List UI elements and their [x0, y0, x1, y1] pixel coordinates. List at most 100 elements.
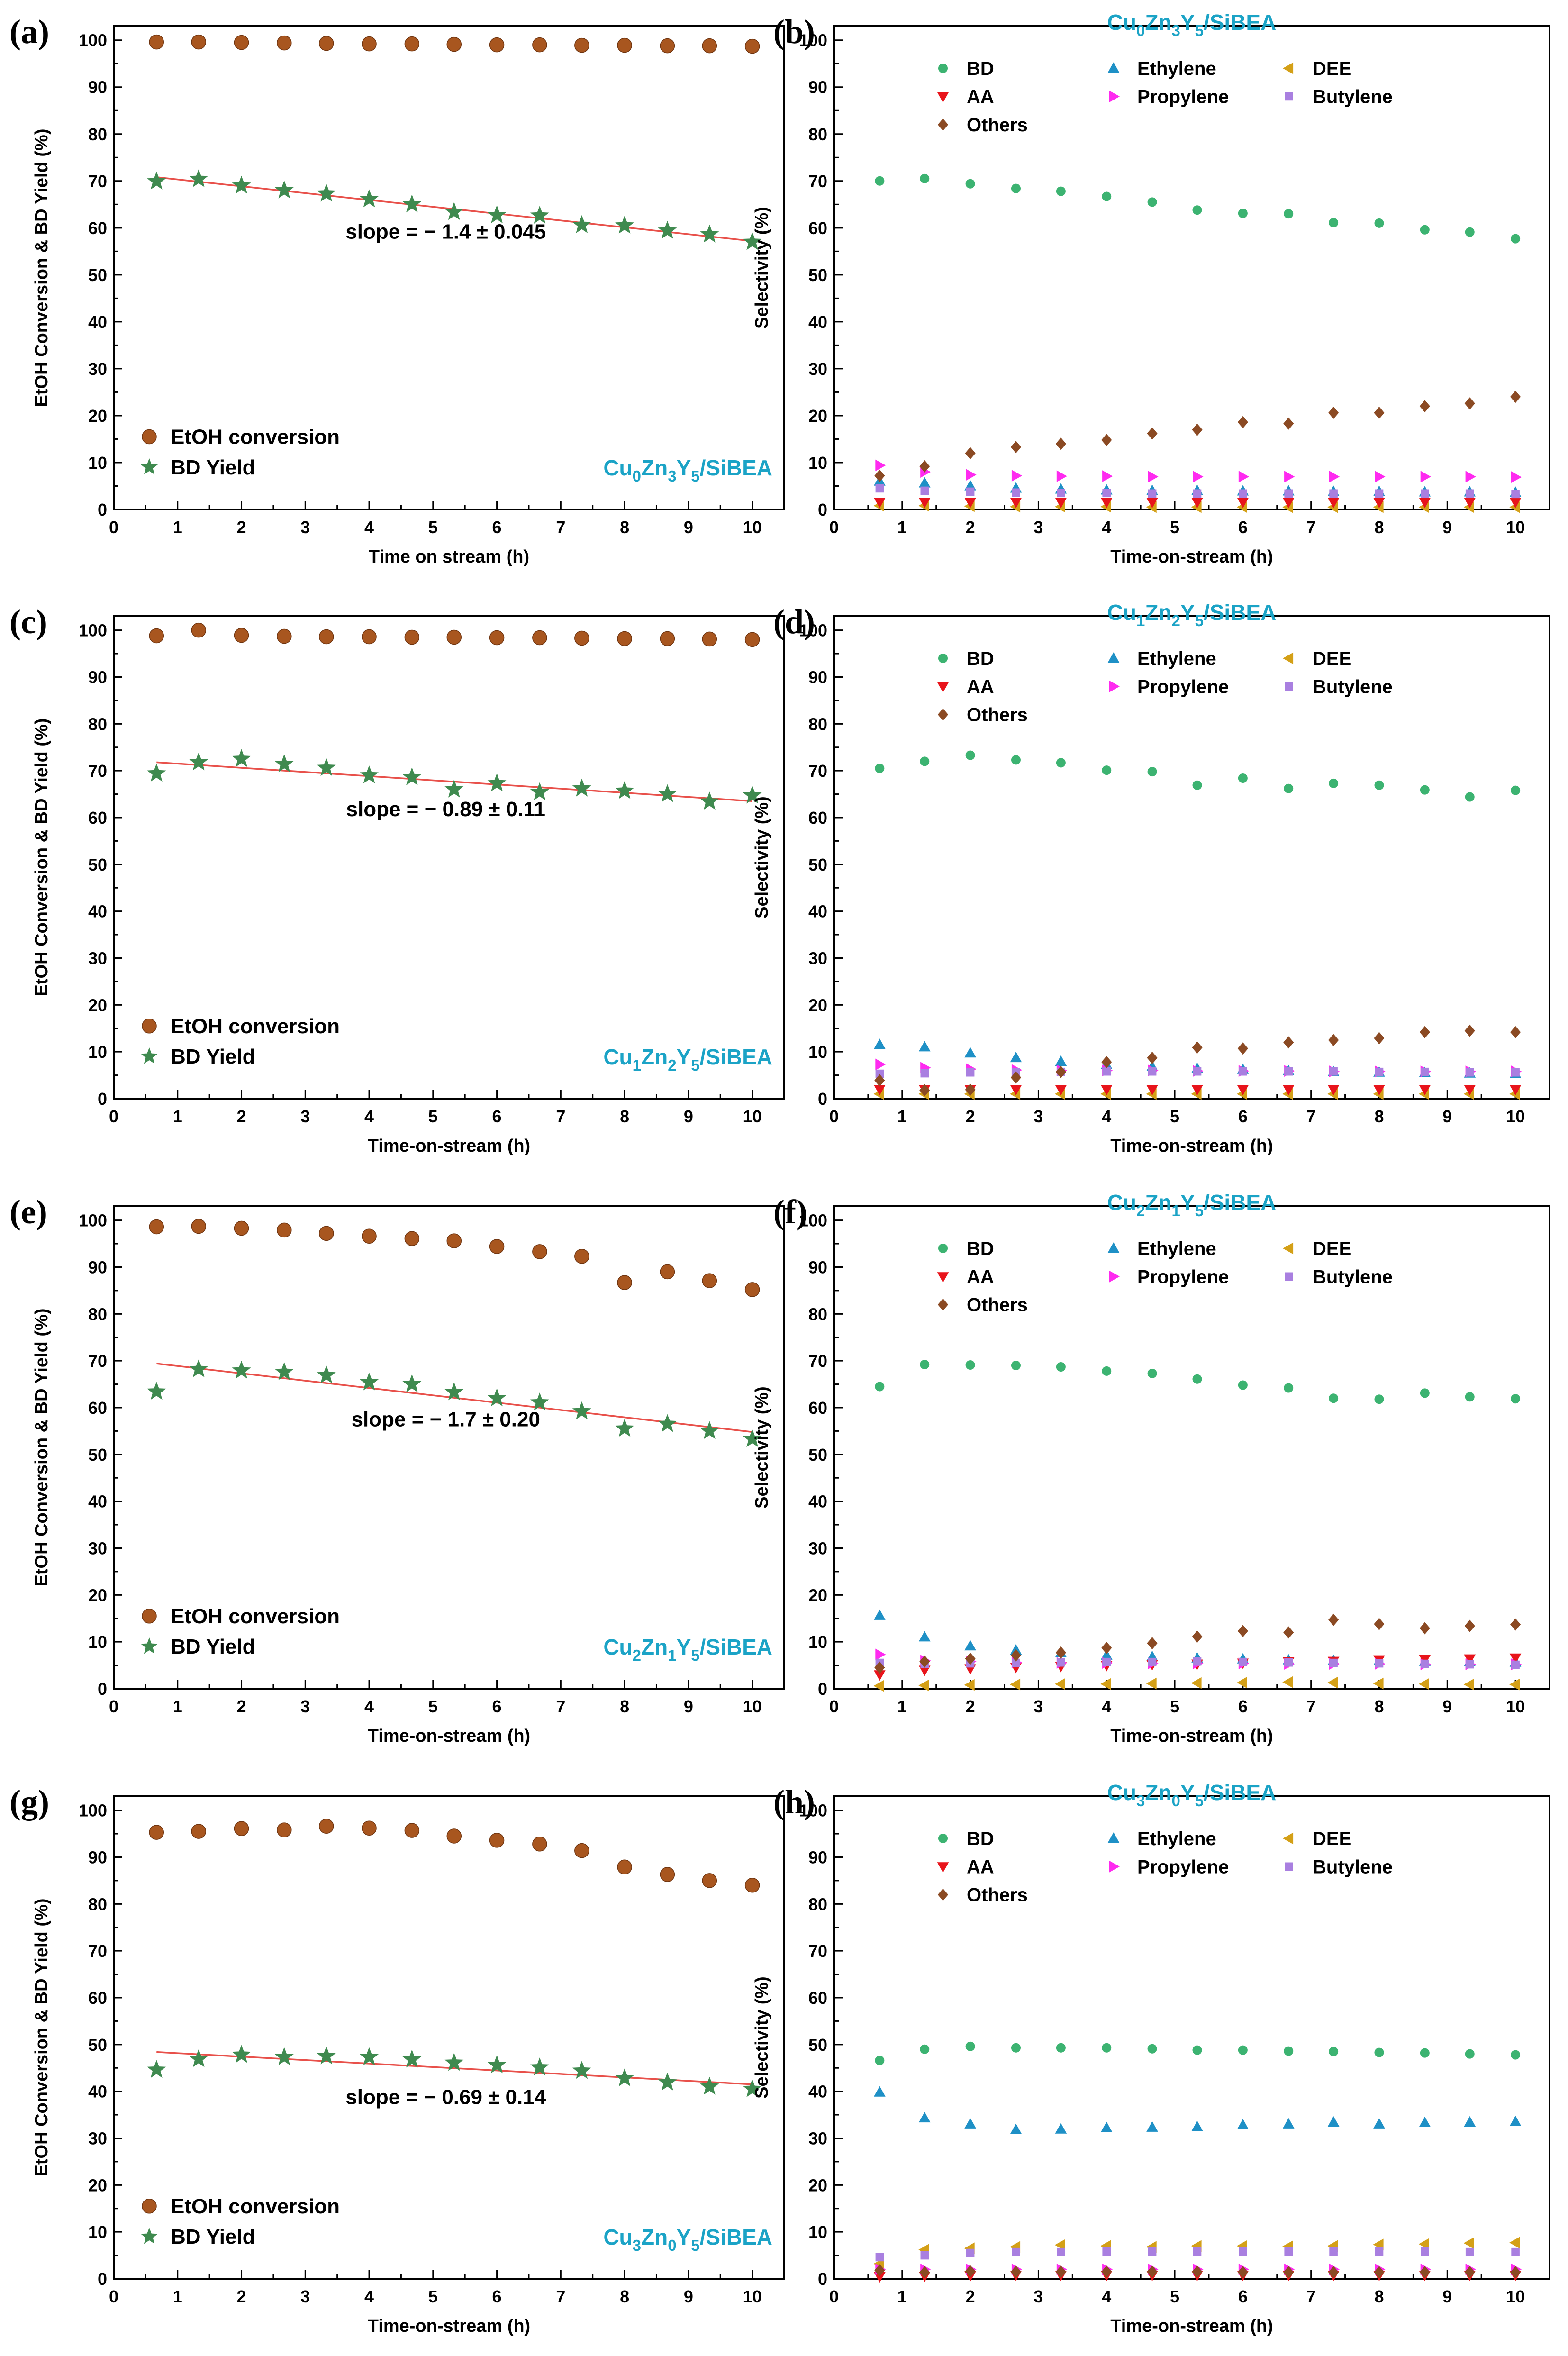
- data-point: [1056, 2043, 1066, 2053]
- data-point: [1012, 1658, 1020, 1667]
- data-point: [191, 1219, 206, 1234]
- data-point: [1465, 227, 1475, 237]
- data-point: [532, 37, 547, 53]
- data-point: [1147, 1368, 1157, 1378]
- data-point: [274, 180, 294, 199]
- series-etoh-conversion: [149, 622, 760, 647]
- data-point: [1193, 471, 1204, 482]
- data-point: [446, 1828, 462, 1844]
- label-part: Y: [677, 2225, 691, 2249]
- data-point: [530, 206, 549, 224]
- data-point: [617, 631, 632, 646]
- data-point: [1418, 1678, 1429, 1690]
- data-point: [965, 1652, 976, 1665]
- data-point: [1511, 1068, 1520, 1077]
- data-point: [874, 1085, 886, 1096]
- data-point: [1147, 2044, 1157, 2054]
- y-tick-label: 30: [88, 359, 107, 379]
- data-point: [1054, 1678, 1065, 1690]
- data-point: [402, 767, 422, 785]
- y-tick-label: 30: [808, 2129, 827, 2148]
- data-point: [444, 1382, 464, 1401]
- x-tick-label: 3: [1033, 1697, 1043, 1716]
- subscript: 3: [633, 2237, 641, 2254]
- legend-label: Ethylene: [1137, 1238, 1216, 1259]
- data-point: [1328, 1034, 1339, 1046]
- data-point: [1421, 1067, 1429, 1076]
- data-point: [1192, 1630, 1203, 1643]
- data-point: [147, 1382, 166, 1400]
- data-point: [964, 1640, 976, 1651]
- y-tick-label: 80: [88, 714, 107, 734]
- data-point: [1282, 498, 1295, 509]
- data-point: [1102, 1657, 1111, 1666]
- data-point: [744, 1878, 760, 1893]
- subscript: 0: [1136, 22, 1145, 39]
- legend-label: Ethylene: [1137, 58, 1216, 79]
- x-axis-label: Time-on-stream (h): [368, 1136, 530, 1156]
- panel-label: (e): [9, 1193, 47, 1231]
- x-tick-label: 5: [428, 518, 438, 537]
- data-point: [277, 35, 292, 51]
- y-tick-label: 100: [79, 1211, 107, 1230]
- x-tick-label: 5: [1170, 1697, 1179, 1716]
- y-tick-label: 30: [88, 1538, 107, 1558]
- data-point: [149, 628, 164, 644]
- label-part: Y: [677, 1045, 691, 1069]
- legend-marker-dee: [1283, 1242, 1294, 1255]
- x-tick-label: 6: [1238, 518, 1248, 537]
- data-point: [1057, 2247, 1065, 2256]
- y-tick-label: 50: [808, 265, 827, 285]
- data-point: [1328, 2266, 1339, 2279]
- data-point: [1329, 2047, 1339, 2056]
- data-point: [1328, 407, 1339, 419]
- series-butylene: [875, 2247, 1520, 2262]
- data-point: [1102, 1067, 1111, 1076]
- slope-annotation: slope = − 0.69 ± 0.14: [345, 2085, 546, 2109]
- data-point: [617, 37, 632, 53]
- data-point: [1010, 1071, 1021, 1084]
- legend-marker-others: [938, 708, 948, 721]
- panel-d: (d)0 1 2 3 4 5 6 7 8 9 100102030405060708090100Tim…: [752, 600, 1550, 1156]
- y-tick-label: 20: [808, 1585, 827, 1605]
- x-axis-label: Time-on-stream (h): [368, 1726, 530, 1746]
- label-part: /SiBEA: [700, 1045, 772, 1069]
- legend-marker-bd-yield: [140, 1047, 158, 1064]
- x-tick-label: 3: [1033, 1107, 1043, 1126]
- subscript: 1: [633, 1056, 641, 1074]
- data-point: [1147, 2265, 1158, 2278]
- label-part: Cu: [603, 1045, 632, 1069]
- data-point: [487, 1388, 507, 1407]
- data-point: [1373, 498, 1385, 509]
- data-point: [1237, 498, 1249, 509]
- data-point: [1509, 498, 1522, 509]
- legend-label: Propylene: [1137, 1856, 1229, 1877]
- data-point: [1102, 2043, 1112, 2053]
- data-point: [1102, 489, 1111, 498]
- data-point: [1511, 1394, 1521, 1404]
- subscript: 2: [1136, 1202, 1145, 1219]
- data-point: [617, 1275, 632, 1290]
- y-tick-label: 20: [88, 995, 107, 1015]
- x-tick-label: 7: [556, 1697, 565, 1716]
- data-point: [274, 2047, 294, 2065]
- data-point: [702, 38, 717, 54]
- x-tick-label: 7: [556, 518, 565, 537]
- data-point: [1374, 2047, 1384, 2057]
- data-point: [920, 1360, 930, 1370]
- data-point: [920, 1069, 929, 1078]
- x-tick-label: 0: [109, 1107, 118, 1126]
- data-point: [360, 2047, 379, 2065]
- y-tick-label: 50: [88, 265, 107, 285]
- data-point: [319, 1819, 334, 1834]
- data-point: [317, 2046, 336, 2065]
- data-point: [1284, 783, 1294, 793]
- data-point: [1419, 498, 1431, 509]
- x-tick-label: 1: [173, 1697, 182, 1716]
- y-tick-label: 0: [98, 500, 107, 519]
- y-tick-label: 0: [818, 1679, 827, 1699]
- data-point: [1239, 1657, 1247, 1666]
- data-point: [660, 1867, 675, 1882]
- data-point: [615, 1419, 634, 1437]
- label-part: Cu: [1107, 1780, 1136, 1805]
